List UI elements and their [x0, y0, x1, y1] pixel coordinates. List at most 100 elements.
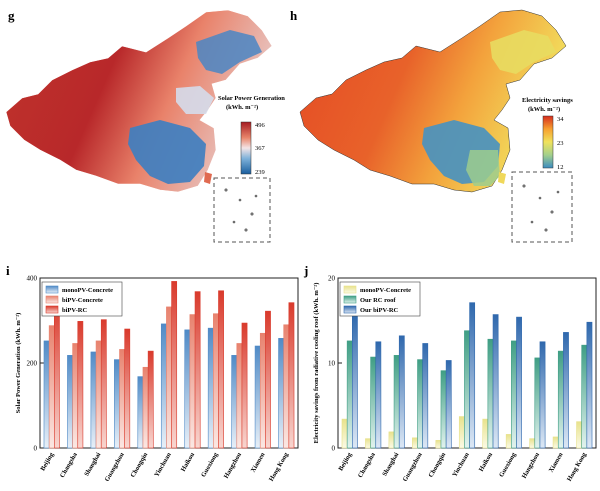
bar-j-changsha-series-1	[365, 438, 371, 449]
legend-swatch-j-2	[343, 295, 357, 304]
bar-i-beijing-series-1	[43, 340, 50, 449]
bar-j-guangzhou-series-1	[412, 437, 418, 449]
legend-label-i-1: monoPV-Concrete	[62, 287, 113, 294]
legend-tick-max-g: 496	[255, 122, 266, 129]
y-tick-label-j: 0	[332, 445, 336, 453]
x-tick-label-j: Haikou	[478, 451, 495, 473]
y-tick-label-i: 0	[34, 445, 38, 453]
south-china-sea-inset-h	[511, 171, 573, 243]
legend-tick-max-h: 34	[557, 116, 564, 123]
bar-i-hong-kong-series-2	[283, 324, 290, 449]
legend-unit-h: (kWh. m⁻²)	[528, 106, 560, 113]
bar-i-guoxiong-series-1	[207, 327, 214, 449]
bar-j-haikou-series-2	[487, 338, 494, 449]
bar-i-changsha-series-3	[77, 321, 84, 449]
bar-i-xiamen-series-2	[259, 332, 266, 449]
y-tick-label-i: 200	[27, 360, 38, 368]
panel-letter-g: g	[8, 8, 15, 23]
bar-j-guangzhou-series-3	[422, 343, 429, 449]
bar-i-chongqin-series-2	[142, 366, 149, 449]
legend-label-j-1: monoPV-Concrete	[360, 287, 411, 294]
x-tick-label-j: Beijing	[337, 451, 353, 472]
bar-j-hong-kong-series-2	[581, 344, 588, 449]
x-tick-label-j: Xiamen	[548, 451, 565, 474]
panel-letter-i: i	[6, 263, 10, 278]
bar-j-yinchuan-series-3	[469, 302, 476, 449]
x-tick-label-j: Guoxiong	[498, 451, 518, 479]
taiwan-island-h	[498, 172, 506, 184]
bar-i-shanghai-series-2	[95, 340, 102, 449]
x-tick-label-i: Haikou	[180, 451, 197, 473]
bar-j-chongqin-series-1	[435, 440, 442, 449]
panel-letter-h: h	[290, 8, 298, 23]
legend-swatch-j-1	[343, 285, 357, 294]
legend-swatch-j-3	[343, 305, 357, 314]
x-tick-label-i: Chongqin	[129, 451, 149, 479]
legend-j: monoPV-Concrete Our RC roof Our biPV-RC	[339, 281, 421, 317]
bar-i-shanghai-series-3	[100, 319, 107, 449]
y-tick-label-j: 20	[328, 275, 336, 283]
bar-j-xiamen-series-2	[557, 350, 564, 449]
legend-swatch-i-1	[45, 285, 59, 294]
panel-letter-j: j	[303, 263, 308, 278]
legend-label-i-3: biPV-RC	[62, 307, 87, 314]
bar-i-hong-kong-series-1	[278, 338, 284, 449]
bar-j-hangzhou-series-2	[534, 357, 541, 449]
legend-colorbar-h	[542, 115, 554, 169]
bar-j-yinchuan-series-2	[464, 330, 470, 449]
coastal-green-region-h	[466, 150, 500, 186]
bar-i-hong-kong-series-3	[288, 302, 295, 449]
bar-i-yinchuan-series-3	[171, 281, 178, 449]
panel-j: j 0 10 20 Electricity savings from radiativ…	[303, 263, 597, 483]
panel-i: i 0 200 400 Solar Power Generation (kWh. m⁻…	[6, 263, 299, 483]
bar-j-beijing-series-3	[352, 314, 358, 449]
coastal-mid-region-g	[176, 86, 214, 114]
northeast-region-h	[490, 30, 556, 74]
bar-j-hong-kong-series-3	[586, 321, 593, 449]
legend-swatch-i-2	[45, 295, 59, 304]
southeast-low-region-g	[128, 120, 206, 184]
bar-j-hangzhou-series-1	[529, 438, 536, 449]
chart-i: 0 200 400 Solar Power Generation (kWh. m⁻²)…	[15, 275, 299, 483]
bar-i-beijing-series-2	[48, 325, 55, 449]
legend-i: monoPV-Concrete biPV-Concrete biPV-RC	[41, 281, 123, 317]
legend-colorbar-g	[240, 121, 252, 175]
bar-i-chongqin-series-3	[147, 350, 154, 449]
bar-j-haikou-series-3	[492, 314, 499, 449]
legend-label-j-2: Our RC roof	[360, 297, 396, 304]
legend-swatch-i-3	[45, 305, 59, 314]
x-tick-label-i: Shanghai	[83, 451, 102, 477]
inset-islands-g	[224, 188, 258, 232]
legend-label-i-2: biPV-Concrete	[62, 297, 103, 304]
bar-i-hangzhou-series-3	[241, 322, 248, 449]
bar-i-chongqin-series-1	[137, 376, 144, 449]
bar-i-shanghai-series-1	[90, 351, 97, 449]
legend-tick-mid-h: 23	[557, 140, 564, 147]
bar-j-shanghai-series-2	[393, 355, 400, 449]
x-tick-label-i: Beijing	[39, 451, 55, 472]
legend-tick-min-g: 239	[255, 169, 265, 176]
northeast-low-region-g	[196, 30, 262, 74]
legend-title-h: Electricity savings	[522, 97, 573, 104]
x-tick-label-i: Guoxiong	[200, 451, 220, 479]
legend-tick-mid-g: 367	[255, 145, 266, 152]
south-china-sea-inset-g	[213, 177, 271, 243]
bar-i-guangzhou-series-2	[119, 349, 125, 449]
bar-j-hong-kong-series-1	[576, 421, 582, 449]
china-map-h	[299, 9, 573, 243]
bar-i-changsha-series-2	[72, 343, 79, 449]
bar-i-guangzhou-series-3	[124, 328, 131, 449]
bar-j-chongqin-series-2	[440, 370, 447, 449]
panel-h: h Electricity savings (kWh. m⁻²) 34 23 1…	[290, 8, 573, 243]
bar-j-changsha-series-2	[370, 356, 377, 449]
bar-i-changsha-series-1	[67, 355, 73, 449]
bar-i-hangzhou-series-2	[236, 343, 243, 449]
y-axis-label-j: Electricity savings from radiative cooli…	[313, 283, 320, 444]
bar-j-guoxiong-series-2	[511, 340, 517, 449]
bar-i-yinchuan-series-2	[166, 306, 172, 449]
bar-j-chongqin-series-3	[445, 360, 452, 449]
panel-g: g Solar Power Generation (kWh. m⁻²) 496 …	[5, 8, 285, 243]
bar-j-guangzhou-series-2	[417, 359, 423, 449]
bar-j-hangzhou-series-3	[539, 341, 546, 449]
